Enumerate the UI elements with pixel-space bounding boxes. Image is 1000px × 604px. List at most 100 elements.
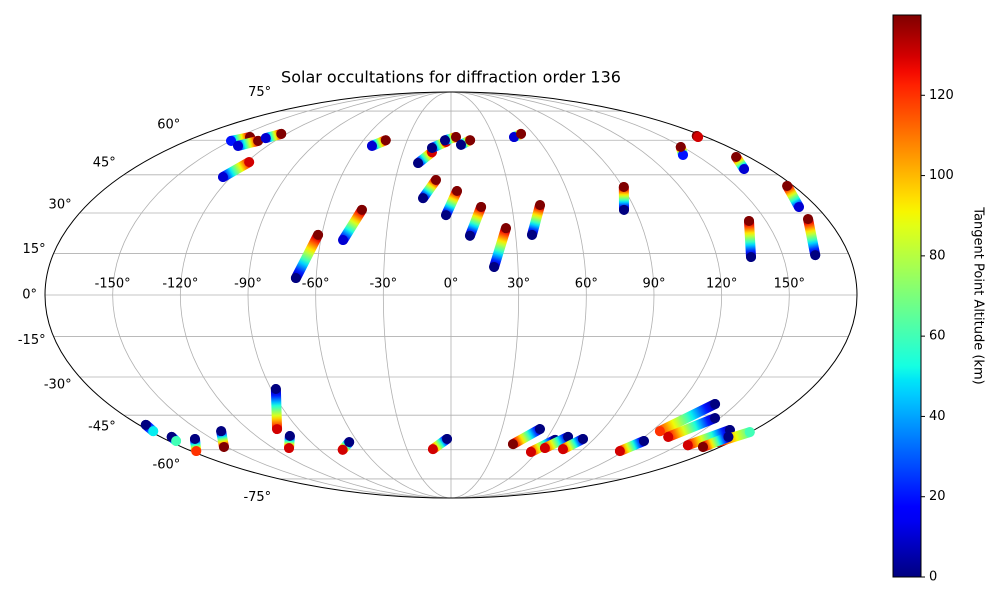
track-point bbox=[501, 223, 511, 233]
track-point bbox=[639, 436, 649, 446]
x-tick-label: -30° bbox=[369, 277, 397, 292]
x-tick-label: 150° bbox=[774, 277, 805, 292]
track-point bbox=[465, 231, 475, 241]
y-tick-label: 75° bbox=[248, 85, 271, 100]
y-tick-label: 60° bbox=[157, 117, 180, 132]
colorbar-tick-label: 80 bbox=[929, 248, 946, 263]
track-point bbox=[527, 230, 537, 240]
track-point bbox=[413, 158, 423, 168]
colorbar-tick-label: 120 bbox=[929, 88, 954, 103]
track-point bbox=[367, 141, 377, 151]
track-point bbox=[676, 142, 686, 152]
track-point bbox=[271, 384, 281, 394]
colorbar-tick-label: 0 bbox=[929, 570, 937, 585]
track-point bbox=[442, 434, 452, 444]
track-point bbox=[148, 426, 158, 436]
y-tick-label: 30° bbox=[49, 197, 72, 212]
track-point bbox=[261, 133, 271, 143]
track-point bbox=[619, 182, 629, 192]
track-point bbox=[441, 210, 451, 220]
track-point bbox=[710, 399, 720, 409]
track-point bbox=[535, 424, 545, 434]
x-tick-label: -120° bbox=[162, 277, 198, 292]
track-point bbox=[344, 437, 354, 447]
track-point bbox=[744, 216, 754, 226]
track-point bbox=[418, 193, 428, 203]
y-tick-label: 0° bbox=[22, 288, 37, 303]
track-point bbox=[357, 205, 367, 215]
track-point bbox=[710, 413, 720, 423]
occultation-track bbox=[343, 210, 362, 240]
track-point bbox=[782, 181, 792, 191]
track-point bbox=[615, 446, 625, 456]
y-tick-label: -15° bbox=[18, 333, 46, 348]
track-point bbox=[794, 202, 804, 212]
track-point bbox=[171, 436, 181, 446]
track-point bbox=[465, 135, 475, 145]
track-point bbox=[452, 186, 462, 196]
occultation-track bbox=[276, 389, 277, 429]
track-point bbox=[558, 444, 568, 454]
track-point bbox=[427, 143, 437, 153]
colorbar-tick-label: 60 bbox=[929, 329, 946, 344]
track-point bbox=[693, 132, 703, 142]
track-point bbox=[244, 157, 254, 167]
y-tick-label: 15° bbox=[23, 242, 46, 257]
track-point bbox=[431, 175, 441, 185]
x-tick-label: 30° bbox=[507, 277, 530, 292]
track-point bbox=[516, 129, 526, 139]
track-point bbox=[381, 135, 391, 145]
y-tick-label: -30° bbox=[44, 378, 72, 393]
track-point bbox=[285, 431, 295, 441]
track-point bbox=[233, 141, 243, 151]
track-point bbox=[739, 164, 749, 174]
y-tick-label: -75° bbox=[243, 490, 271, 505]
x-tick-label: 0° bbox=[444, 277, 459, 292]
colorbar-label: Tangent Point Altitude (km) bbox=[971, 206, 986, 384]
track-point bbox=[746, 252, 756, 262]
track-point bbox=[219, 442, 229, 452]
track-point bbox=[745, 427, 755, 437]
colorbar-tick-label: 100 bbox=[929, 168, 954, 183]
track-point bbox=[803, 214, 813, 224]
track-point bbox=[276, 129, 286, 139]
track-point bbox=[338, 235, 348, 245]
track-point bbox=[683, 440, 693, 450]
occultation-track bbox=[749, 221, 751, 257]
track-point bbox=[440, 135, 450, 145]
track-point bbox=[489, 262, 499, 272]
track-point bbox=[191, 446, 201, 456]
track-point bbox=[723, 432, 733, 442]
x-tick-label: -90° bbox=[234, 277, 262, 292]
occultation-track bbox=[494, 228, 506, 267]
track-point bbox=[428, 444, 438, 454]
y-tick-label: 45° bbox=[93, 155, 116, 170]
track-point bbox=[291, 273, 301, 283]
track-point bbox=[190, 434, 200, 444]
track-point bbox=[476, 202, 486, 212]
track-point bbox=[535, 200, 545, 210]
track-point bbox=[456, 140, 466, 150]
track-point bbox=[313, 230, 323, 240]
track-point bbox=[272, 424, 282, 434]
track-point bbox=[698, 442, 708, 452]
x-tick-label: 120° bbox=[706, 277, 737, 292]
track-point bbox=[731, 152, 741, 162]
track-point bbox=[578, 434, 588, 444]
track-point bbox=[540, 443, 550, 453]
x-tick-label: 60° bbox=[575, 277, 598, 292]
chart-title: Solar occultations for diffraction order… bbox=[281, 68, 621, 87]
track-point bbox=[526, 447, 536, 457]
track-point bbox=[810, 250, 820, 260]
colorbar-tick-label: 20 bbox=[929, 489, 946, 504]
x-tick-label: -60° bbox=[302, 277, 330, 292]
track-point bbox=[218, 172, 228, 182]
track-point bbox=[284, 443, 294, 453]
y-tick-label: -45° bbox=[88, 420, 116, 435]
track-point bbox=[655, 426, 665, 436]
x-tick-label: 90° bbox=[642, 277, 665, 292]
track-point bbox=[508, 439, 518, 449]
track-point bbox=[663, 432, 673, 442]
track-point bbox=[338, 445, 348, 455]
